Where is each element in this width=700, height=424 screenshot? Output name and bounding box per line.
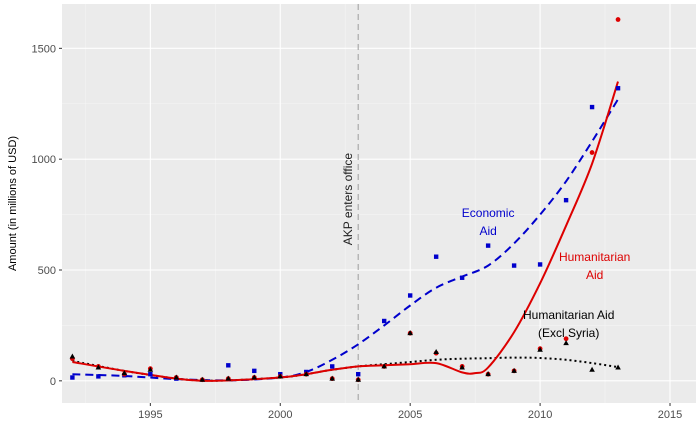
y-axis-title: Amount (in millions of USD) xyxy=(7,136,19,271)
economic-aid-point xyxy=(589,104,595,110)
economic-aid-point xyxy=(70,375,75,380)
humanitarian-excl-syria-point xyxy=(459,364,465,370)
humanitarian-excl-syria-point xyxy=(381,363,387,369)
economic-aid-point xyxy=(96,374,101,379)
series-label-square: Economic Aid xyxy=(462,206,515,238)
economic-aid-point xyxy=(252,368,257,374)
series-label-line: Aid xyxy=(479,224,496,238)
trend-line-circle xyxy=(72,81,619,382)
humanitarian-excl-syria-point xyxy=(537,346,543,352)
y-tick-label: 1000 xyxy=(32,154,56,166)
humanitarian-excl-syria-point xyxy=(433,349,439,355)
humanitarian-excl-syria-point xyxy=(147,366,154,372)
series-label-triangle: Humanitarian Aid (Excl Syria) xyxy=(523,308,614,340)
data-points xyxy=(69,17,621,383)
humanitarian-excl-syria-point xyxy=(329,375,336,381)
trend-line-square xyxy=(72,98,619,382)
series-label-line: Humanitarian xyxy=(559,250,630,264)
humanitarian-excl-syria-point xyxy=(225,375,232,381)
economic-aid-point xyxy=(226,363,231,368)
economic-aid-point xyxy=(615,86,621,91)
humanitarian-excl-syria-point xyxy=(485,371,491,377)
x-tick-label: 2000 xyxy=(268,409,292,421)
humanitarian-excl-syria-point xyxy=(95,364,102,370)
economic-aid-point xyxy=(485,243,491,248)
humanitarian-aid-point xyxy=(589,150,595,155)
akp-annotation: AKP enters office xyxy=(341,153,355,246)
humanitarian-excl-syria-point xyxy=(173,374,180,380)
y-tick-label: 0 xyxy=(50,376,56,388)
humanitarian-excl-syria-point xyxy=(407,330,413,336)
minor-grid xyxy=(62,4,696,403)
humanitarian-excl-syria-point xyxy=(355,376,362,382)
economic-aid-point xyxy=(459,275,465,280)
economic-aid-point xyxy=(433,254,439,259)
humanitarian-excl-syria-point xyxy=(303,371,310,377)
humanitarian-excl-syria-point xyxy=(69,353,76,359)
series-label-line: Humanitarian Aid xyxy=(523,308,614,322)
major-grid xyxy=(62,4,696,403)
humanitarian-excl-syria-point xyxy=(199,376,206,382)
economic-aid-point xyxy=(356,371,361,377)
humanitarian-excl-syria-point xyxy=(615,364,621,370)
economic-aid-point xyxy=(381,318,387,324)
x-tick-label: 1995 xyxy=(138,409,162,421)
x-tick-label: 2015 xyxy=(658,409,682,421)
humanitarian-aid-point xyxy=(563,336,569,342)
series-label-line: (Excl Syria) xyxy=(538,326,599,340)
y-tick-label: 1500 xyxy=(32,43,56,55)
x-tick-label: 2005 xyxy=(398,409,422,421)
x-tick-label: 2010 xyxy=(528,409,552,421)
economic-aid-point xyxy=(511,263,517,268)
humanitarian-aid-point xyxy=(615,17,621,22)
x-axis-ticks: 1995 2000 2005 2010 2015 xyxy=(138,403,682,421)
series-label-line: Aid xyxy=(586,268,603,282)
humanitarian-excl-syria-point xyxy=(121,370,128,376)
humanitarian-excl-syria-point xyxy=(511,367,517,373)
economic-aid-point xyxy=(330,364,335,369)
y-axis-ticks: 0 500 1000 1500 xyxy=(32,43,62,388)
economic-aid-point xyxy=(148,371,153,377)
series-label-line: Economic xyxy=(462,206,515,220)
plot-panel xyxy=(62,4,696,403)
economic-aid-point xyxy=(537,262,543,267)
humanitarian-excl-syria-point xyxy=(589,366,595,372)
humanitarian-excl-syria-point xyxy=(251,374,258,380)
humanitarian-excl-syria-point xyxy=(563,340,569,346)
y-tick-label: 500 xyxy=(38,265,56,277)
series-label-circle: Humanitarian Aid xyxy=(559,250,630,282)
economic-aid-point xyxy=(563,197,569,203)
economic-aid-point xyxy=(407,293,413,298)
humanitarian-excl-syria-point xyxy=(277,373,284,379)
